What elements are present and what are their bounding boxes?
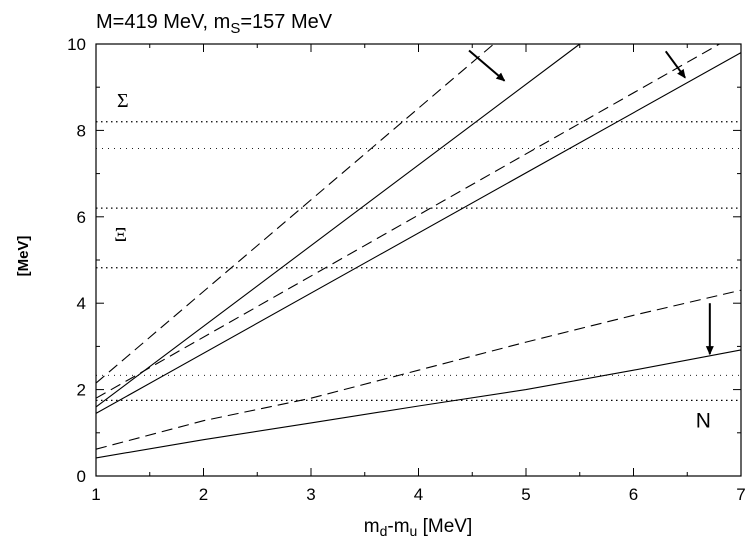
chart-title-suffix: =157 MeV — [240, 11, 332, 33]
x-axis-label: md-mu [MeV] — [364, 516, 472, 539]
ticks-group: 1 2 3 4 5 6 7 0 2 4 6 8 10 — [67, 35, 746, 504]
series-line-solid — [95, 43, 581, 408]
x-tick-label: 4 — [414, 485, 423, 504]
annotation-group: Σ Ξ N — [114, 90, 711, 433]
y-tick-label: 8 — [77, 121, 86, 140]
arrow-annotation — [664, 50, 686, 79]
x-tick-label: 1 — [91, 485, 100, 504]
series-line-solid — [95, 52, 742, 414]
annotation-label: N — [696, 410, 711, 433]
chart-title: M=419 MeV, mS=157 MeV — [96, 11, 333, 37]
series-group — [95, 43, 742, 459]
x-label-dash: -m — [387, 516, 409, 537]
series-line-dashed — [95, 43, 720, 399]
arrow-annotation — [468, 49, 506, 82]
annotation-label: Ξ — [114, 224, 127, 246]
x-tick-label: 2 — [199, 485, 208, 504]
plot-frame — [95, 43, 742, 477]
x-label-b-sub: u — [410, 523, 418, 539]
x-tick-label: 5 — [521, 485, 530, 504]
x-label-a: m — [364, 516, 380, 537]
arrow-group — [468, 49, 714, 356]
chart-title-prefix: M=419 MeV, m — [96, 11, 230, 33]
y-tick-label: 0 — [77, 467, 86, 486]
y-tick-label: 2 — [77, 381, 86, 400]
reference-lines — [96, 121, 741, 402]
y-tick-label: 6 — [77, 208, 86, 227]
x-tick-label: 7 — [736, 485, 745, 504]
x-label-unit: [MeV] — [417, 516, 472, 537]
x-tick-label: 3 — [306, 485, 315, 504]
series-line-solid — [95, 349, 742, 459]
series-line-dashed — [95, 43, 495, 384]
x-tick-label: 6 — [629, 485, 638, 504]
y-tick-label: 4 — [77, 294, 86, 313]
annotation-label: Σ — [117, 90, 129, 112]
y-tick-label: 10 — [67, 35, 86, 54]
series-line-dashed — [95, 289, 742, 450]
y-axis-label: [MeV] — [15, 236, 32, 277]
x-label-a-sub: d — [380, 523, 388, 539]
chart-title-sub: S — [230, 20, 240, 37]
